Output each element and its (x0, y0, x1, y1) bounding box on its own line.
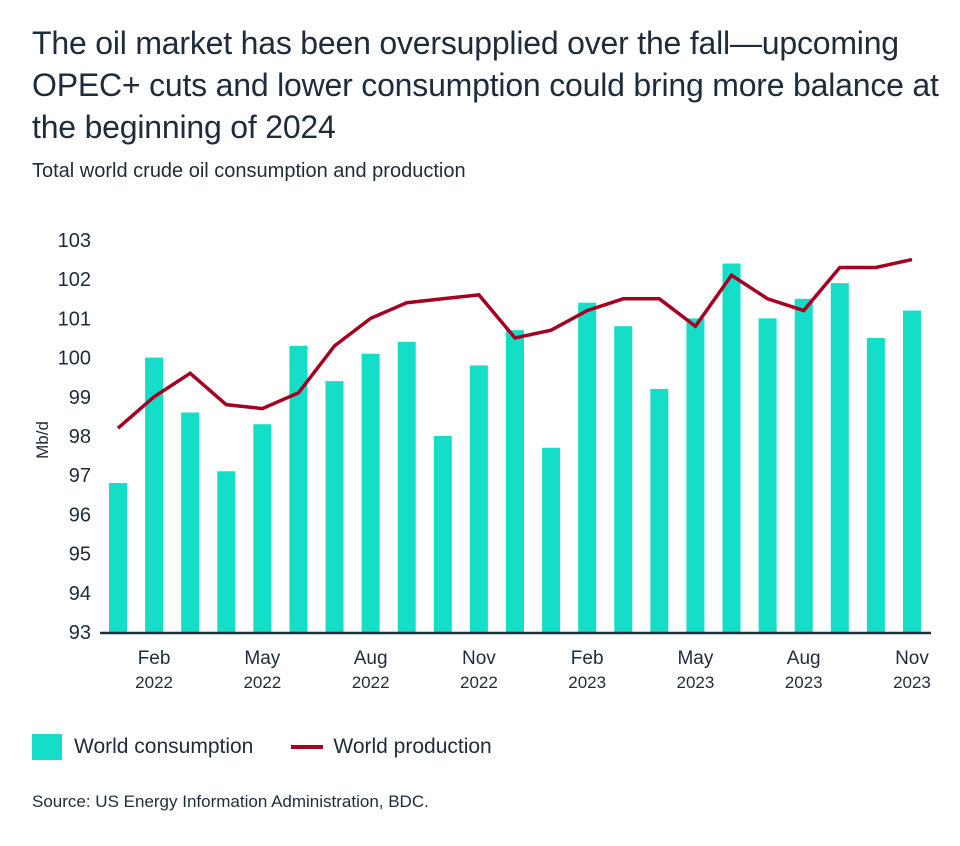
x-tick-year: 2022 (243, 673, 281, 692)
bar-consumption-22 (902, 310, 921, 632)
y-tick-label: 93 (69, 622, 91, 644)
x-tick-year: 2022 (460, 673, 498, 692)
y-axis-label: Mb/d (33, 421, 52, 459)
x-tick-month: Nov (462, 648, 496, 669)
legend-label-production: World production (333, 735, 492, 758)
bar-consumption-13 (578, 302, 597, 632)
y-tick-label: 97 (69, 465, 91, 487)
y-tick-label: 96 (69, 504, 91, 526)
bar-consumption-10 (469, 365, 488, 632)
bar-consumption-3 (217, 471, 236, 632)
x-tick-month: Feb (571, 648, 604, 669)
x-tick-month: Nov (895, 648, 929, 669)
x-tick-year: 2023 (893, 673, 931, 692)
bar-consumption-11 (505, 330, 524, 632)
legend: World consumption World production (32, 734, 530, 760)
legend-swatch-production (291, 745, 324, 749)
y-tick-label: 101 (58, 308, 91, 330)
bar-consumption-7 (361, 353, 380, 632)
legend-swatch-consumption (32, 734, 62, 760)
y-tick-label: 98 (69, 426, 91, 448)
y-tick-label: 94 (69, 583, 91, 605)
legend-label-consumption: World consumption (74, 735, 254, 758)
bar-consumption-5 (289, 345, 308, 632)
bar-consumption-6 (325, 381, 344, 632)
bar-consumption-16 (686, 318, 705, 632)
y-tick-label: 103 (58, 230, 91, 252)
x-tick-month: May (677, 648, 713, 669)
x-tick-year: 2023 (677, 673, 715, 692)
bar-consumption-9 (433, 436, 452, 632)
x-tick-month: Feb (138, 648, 171, 669)
bar-consumption-0 (109, 483, 127, 632)
bar-consumption-21 (866, 338, 885, 632)
bar-consumption-20 (830, 283, 849, 632)
y-tick-label: 102 (58, 269, 91, 291)
bar-consumption-4 (253, 424, 272, 632)
y-tick-label: 99 (69, 387, 91, 409)
y-tick-label: 95 (69, 544, 91, 566)
x-tick-month: Aug (354, 648, 388, 669)
source-note: Source: US Energy Information Administra… (32, 792, 429, 811)
chart-subtitle: Total world crude oil consumption and pr… (32, 160, 466, 182)
bar-consumption-1 (145, 357, 164, 632)
bar-consumption-12 (542, 447, 561, 632)
bar-consumption-8 (397, 341, 416, 632)
bar-consumption-17 (722, 263, 741, 632)
x-tick-month: May (244, 648, 280, 669)
legend-item-consumption: World consumption (32, 734, 253, 760)
y-tick-label: 100 (58, 348, 91, 370)
x-tick-year: 2023 (568, 673, 606, 692)
bar-consumption-18 (758, 318, 777, 632)
legend-item-production: World production (291, 735, 492, 759)
x-tick-year: 2022 (352, 673, 390, 692)
bar-consumption-15 (650, 388, 669, 632)
chart-title: The oil market has been oversupplied ove… (32, 25, 939, 145)
x-tick-month: Aug (787, 648, 821, 669)
bar-consumption-19 (794, 298, 813, 632)
bar-consumption-2 (181, 412, 200, 632)
bar-consumption-14 (614, 326, 633, 632)
x-tick-year: 2022 (135, 673, 173, 692)
x-tick-year: 2023 (785, 673, 823, 692)
